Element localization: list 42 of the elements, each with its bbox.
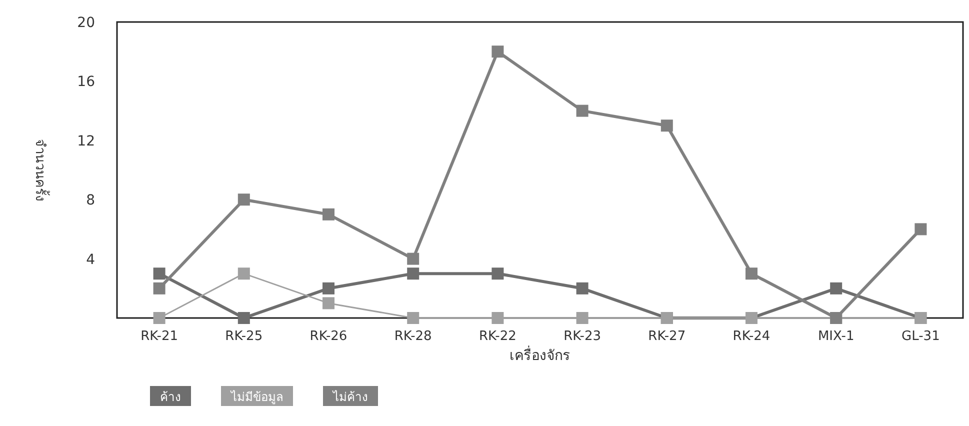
x-tick-label: RK-22 — [478, 329, 516, 344]
x-tick-label: GL-31 — [902, 329, 940, 344]
x-tick-label: RK-28 — [394, 329, 432, 344]
x-tick-label: RK-25 — [225, 329, 263, 344]
point — [407, 268, 420, 280]
x-tick-label: RK-21 — [140, 329, 178, 344]
text: ไม่มีข้อมูล — [230, 390, 283, 405]
point — [830, 282, 842, 294]
x-tick-label: RK-24 — [732, 329, 770, 344]
x-tick-label: RK-27 — [648, 329, 686, 344]
x-tick-label: MIX-1 — [818, 329, 854, 344]
point — [238, 194, 250, 206]
point — [746, 268, 758, 280]
y-tick-label: 20 — [77, 15, 95, 31]
point — [576, 282, 588, 294]
point — [322, 208, 334, 220]
point — [407, 312, 420, 324]
point — [407, 252, 420, 265]
point — [153, 282, 166, 294]
y-tick-label: 4 — [86, 252, 96, 268]
y-axis-title: จำนวนครั้ง — [32, 139, 50, 201]
point — [914, 223, 927, 236]
text: ไม่ค้าง — [332, 390, 368, 404]
point — [492, 268, 504, 280]
y-tick-label: 8 — [86, 192, 95, 209]
point — [238, 268, 250, 280]
point — [153, 268, 166, 280]
y-tick-label: 12 — [77, 133, 95, 150]
y-tick-label: 16 — [77, 74, 96, 90]
point — [322, 297, 334, 310]
point — [492, 46, 504, 58]
x-tick-label: RK-26 — [310, 329, 348, 344]
point — [660, 120, 673, 132]
text: ค้าง — [160, 390, 181, 404]
point — [153, 312, 166, 324]
point — [322, 282, 334, 294]
x-axis-title: เครื่องจักร — [510, 346, 570, 364]
x-tick-label: RK-23 — [564, 329, 602, 344]
point — [492, 312, 504, 324]
point — [576, 104, 588, 117]
point — [238, 312, 250, 324]
point — [576, 312, 588, 324]
